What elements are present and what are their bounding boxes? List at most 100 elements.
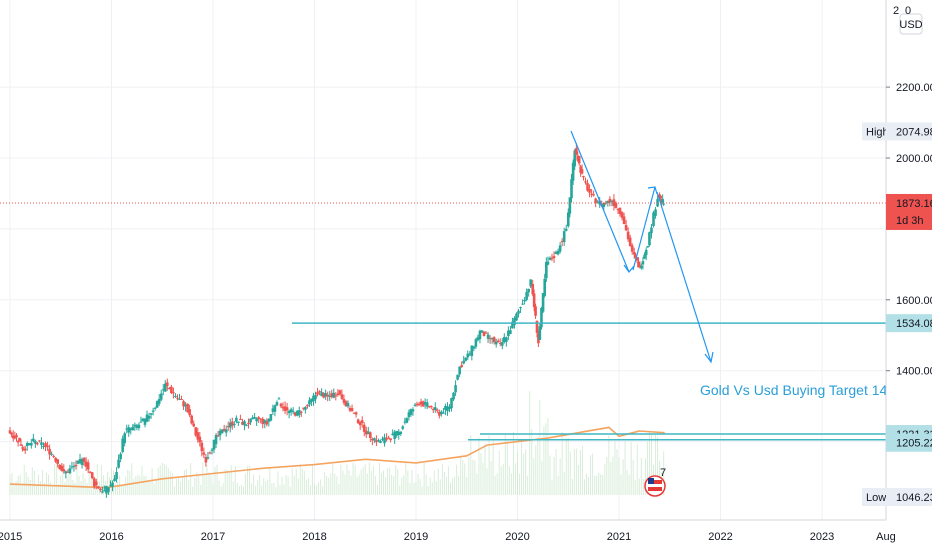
candle-body [515,313,518,321]
candle-body [269,414,273,421]
candle-body [492,337,496,343]
candle-body [630,245,634,252]
candle-body [371,438,374,441]
candle-body [442,412,445,414]
candle-body [180,398,183,400]
candle-body [571,162,575,181]
candle-body [577,156,581,164]
candle-body [314,395,317,400]
candle-body [562,231,566,243]
candle-body [546,261,550,265]
candle-body [525,292,528,300]
candle-body [423,402,427,405]
currency-button[interactable]: USD [899,13,923,35]
candle-body [535,320,539,333]
time-tick-label: 2023 [810,531,834,543]
candle-body [554,251,558,254]
candle-body [377,440,380,442]
candle-body [590,193,593,195]
candle-body [641,261,645,265]
candle-body [383,437,386,444]
candle-body [588,188,591,193]
badge-canton [648,478,654,484]
time-axis[interactable]: 2015 2016 2017 2018 2019 2020 2021 2022 2023 Aug [0,531,896,543]
candle-body [109,485,112,487]
candle-body [76,460,80,464]
candle-body [27,443,31,445]
candle-body [235,417,238,422]
candle-body [419,401,423,405]
candle-body [281,406,285,409]
candle-body [168,387,171,389]
candle-body [429,406,433,408]
time-tick-label: 2015 [0,531,22,543]
time-tick-label: 2021 [607,531,631,543]
candle-body [598,200,602,205]
candle-body [648,232,651,246]
candle-body [444,406,447,410]
candle-body [318,391,321,393]
candle-body [385,438,388,440]
candle-body [10,432,13,435]
candle-body [226,426,230,428]
candle-body [66,471,70,473]
candle-body [163,383,167,392]
badge-stripe [648,480,662,484]
candle-body [249,418,252,423]
candle-body [584,181,587,183]
candle-body [273,405,277,412]
candle-body [21,447,24,449]
candle-body [159,393,163,400]
candle-body [271,408,275,412]
candle-body [500,342,504,346]
candle-body [11,435,15,439]
candle-body [62,469,66,472]
candle-body [334,395,338,397]
candle-body [285,407,289,411]
flag-badge-icon[interactable]: 7 [644,467,666,497]
price-tick-label: 1600.00 [896,295,932,307]
candle-body [393,431,396,439]
candle-body [604,202,608,204]
candle-body [519,307,522,309]
candle-body [322,393,325,398]
candle-body [431,409,435,411]
price-axis[interactable]: 2200.00 2000.00 1600.00 1400.00 High 2074.98 L… [862,82,932,506]
candle-body [537,333,540,344]
candle-body [490,338,494,340]
candle-body [521,303,524,305]
candle-body [654,209,657,216]
trend-line-down [570,130,630,273]
candle-body [293,412,297,416]
candle-body [387,437,390,439]
candle-body [620,212,624,218]
candle-body [174,396,177,398]
candle-body [192,423,196,427]
target-annotation[interactable]: Gold Vs Usd Buying Target 1421 [700,382,903,398]
price-tick-label: 1400.00 [896,366,932,378]
candle-body [228,422,232,428]
candle-body [123,433,126,444]
candle-body [86,462,90,470]
candle-body [8,430,12,434]
candle-body [277,398,281,400]
candle-body [36,443,39,445]
candle-body [498,343,502,345]
candle-body [399,431,403,434]
time-tick-label: 2016 [99,531,123,543]
candle-body [214,434,218,445]
candle-body [507,330,510,337]
candle-body [427,406,431,408]
time-axis-bg[interactable] [0,520,932,550]
candle-body [558,245,562,252]
target-projection-line [656,191,712,363]
candle-body [640,266,643,269]
candle-body [632,252,636,255]
candle-body [564,228,568,231]
candle-body [60,465,64,472]
candle-body [131,426,135,431]
candle-body [446,406,449,412]
last-price-bg [886,193,932,230]
candle-body [253,417,256,419]
